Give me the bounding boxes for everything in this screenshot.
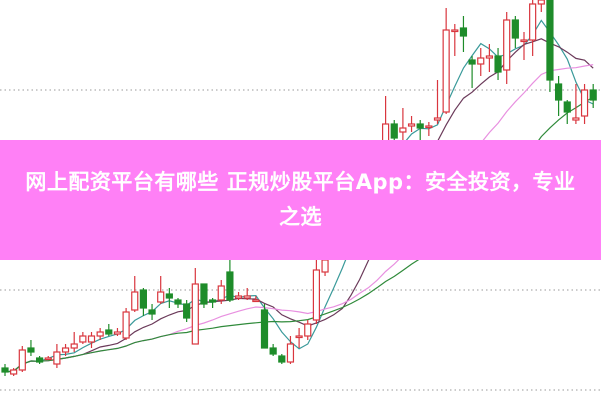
- candle-body: [485, 55, 493, 59]
- candle-body: [572, 117, 580, 121]
- candle-body: [554, 83, 563, 101]
- candle-body: [563, 101, 571, 113]
- candle-body: [27, 347, 35, 353]
- candle-body: [79, 335, 87, 343]
- candle-body: [234, 295, 243, 299]
- ma5-line: [4, 19, 594, 373]
- candle-body: [433, 117, 442, 121]
- candle-body: [18, 349, 26, 371]
- candle-body: [260, 309, 269, 349]
- candle-body: [494, 55, 502, 73]
- candle-body: [131, 291, 139, 311]
- candle-body: [217, 285, 225, 301]
- candle-body: [226, 271, 234, 301]
- candle-body: [157, 291, 165, 303]
- candle-body: [10, 369, 18, 375]
- candle-body: [451, 29, 459, 33]
- candle-body: [44, 357, 52, 361]
- candle-body: [96, 331, 104, 337]
- candle-body: [35, 357, 44, 363]
- candle-body: [520, 39, 528, 43]
- candle-body: [148, 309, 156, 315]
- candle-body: [537, 0, 545, 5]
- candle-body: [477, 57, 485, 65]
- candle-body: [1, 367, 9, 373]
- candle-body: [174, 299, 182, 305]
- candle-body: [589, 89, 597, 101]
- candle-body: [399, 127, 407, 133]
- article-title: 网上配资平台有哪些 正规炒股平台App：安全投资，专业之选: [25, 170, 576, 229]
- candle-body: [191, 283, 199, 345]
- candle-body: [295, 335, 303, 339]
- candle-body: [165, 293, 173, 299]
- title-banner: 网上配资平台有哪些 正规炒股平台App：安全投资，专业之选: [0, 140, 601, 260]
- candle-body: [183, 303, 191, 319]
- candle-body: [53, 351, 61, 365]
- candle-body: [113, 331, 122, 335]
- candle-body: [511, 19, 519, 39]
- candle-body: [546, 0, 554, 81]
- candle-body: [252, 299, 260, 303]
- candle-body: [442, 29, 450, 113]
- candle-body: [304, 323, 312, 337]
- candle-body: [243, 295, 251, 299]
- candle-body: [468, 59, 476, 65]
- candle-body: [416, 123, 424, 129]
- candle-body: [122, 311, 130, 339]
- candle-body: [105, 329, 113, 335]
- candle-body: [61, 347, 70, 353]
- candle-body: [139, 289, 147, 309]
- candle-body: [278, 355, 286, 363]
- candle-body: [580, 89, 589, 117]
- candle-body: [312, 269, 320, 321]
- candle-body: [209, 299, 217, 303]
- candle-body: [87, 335, 96, 343]
- candle-body: [407, 123, 416, 127]
- candle-body: [321, 259, 329, 273]
- candle-body: [459, 27, 468, 37]
- ma10-line: [4, 38, 594, 373]
- candle-body: [503, 19, 511, 71]
- candle-body: [286, 343, 295, 363]
- candle-body: [529, 3, 537, 41]
- candle-body: [425, 125, 433, 129]
- candle-body: [200, 283, 208, 305]
- candle-body: [390, 123, 398, 139]
- candle-body: [70, 343, 78, 349]
- candle-body: [269, 347, 277, 355]
